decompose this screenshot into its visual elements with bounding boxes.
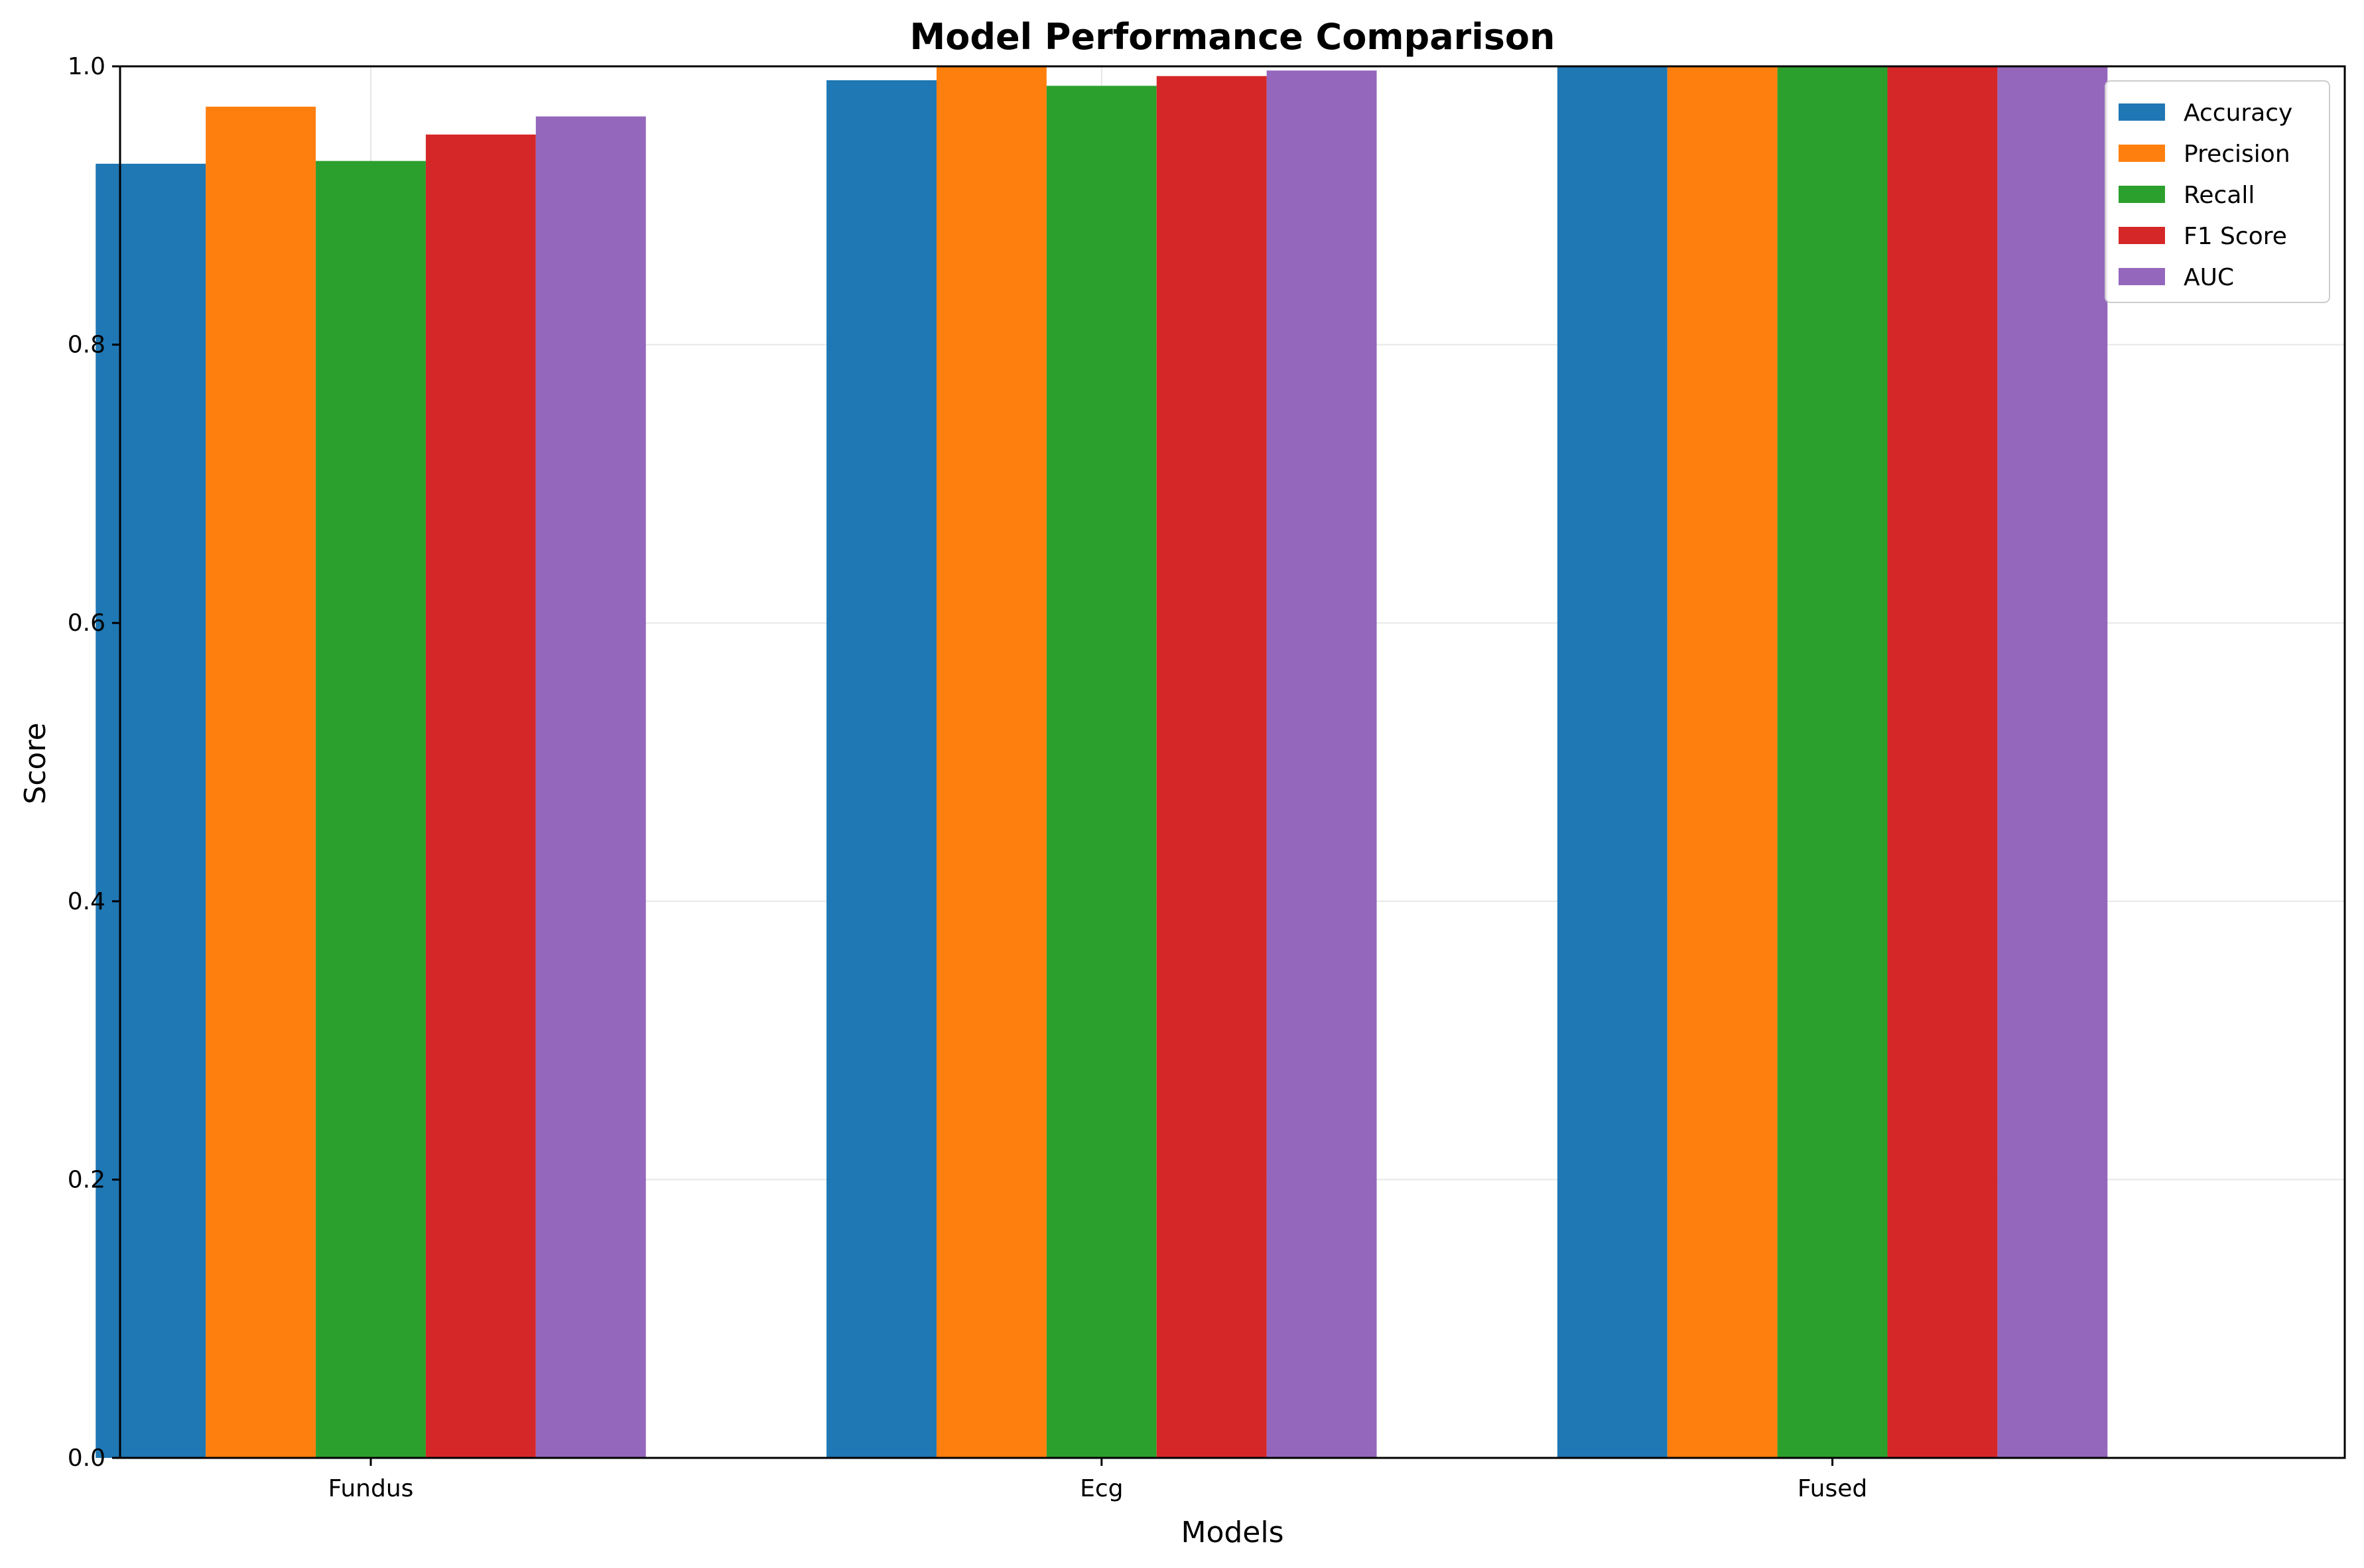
bar-fused-precision	[1667, 66, 1778, 1458]
legend: Accuracy Precision Recall F1 Score AUC	[2105, 80, 2330, 303]
legend-swatch	[2119, 186, 2165, 203]
bar-ecg-accuracy	[826, 80, 937, 1459]
bar-ecg-precision	[936, 66, 1047, 1458]
y-tick-label: 0.2	[68, 1166, 105, 1193]
legend-entry: F1 Score	[2184, 223, 2287, 250]
legend-entry: AUC	[2184, 264, 2234, 291]
legend-entry: Recall	[2184, 182, 2255, 209]
x-tick-label: Ecg	[1080, 1475, 1123, 1502]
bar-fused-f1-score	[1887, 66, 1998, 1458]
bar-ecg-auc	[1266, 70, 1377, 1459]
y-tick-label: 0.0	[68, 1445, 105, 1472]
y-tick-label: 1.0	[68, 53, 105, 80]
legend-swatch	[2119, 227, 2165, 244]
bar-fundus-accuracy	[96, 163, 206, 1459]
y-tick-label: 0.8	[68, 332, 105, 359]
bar-fundus-recall	[316, 161, 426, 1458]
bar-fused-accuracy	[1557, 66, 1668, 1458]
y-tick-label: 0.6	[68, 610, 105, 637]
bar-fundus-f1-score	[425, 134, 536, 1458]
legend-entry: Precision	[2184, 141, 2290, 168]
x-tick-label: Fundus	[328, 1475, 414, 1502]
legend-box	[2105, 80, 2330, 303]
bar-fused-auc	[1997, 66, 2108, 1458]
legend-swatch	[2119, 145, 2165, 162]
x-axis: Fundus Ecg Fused	[328, 1458, 1867, 1502]
legend-entry: Accuracy	[2184, 99, 2292, 127]
x-tick-label: Fused	[1798, 1475, 1867, 1502]
y-axis: 0.0 0.2 0.4 0.6 0.8 1.0	[68, 53, 120, 1472]
bar-ecg-recall	[1046, 86, 1157, 1458]
bar-ecg-f1-score	[1156, 76, 1267, 1458]
chart-title: Model Performance Comparison	[910, 16, 1555, 58]
bar-fundus-precision	[206, 106, 316, 1458]
plot-frame	[119, 65, 2346, 1459]
legend-swatch	[2119, 268, 2165, 285]
x-axis-title: Models	[1181, 1516, 1283, 1549]
legend-swatch	[2119, 103, 2165, 121]
bar-group	[96, 66, 2108, 1459]
bar-fused-recall	[1777, 66, 1888, 1458]
y-axis-title: Score	[19, 722, 52, 804]
y-tick-label: 0.4	[68, 888, 105, 915]
bar-fundus-auc	[535, 116, 646, 1459]
